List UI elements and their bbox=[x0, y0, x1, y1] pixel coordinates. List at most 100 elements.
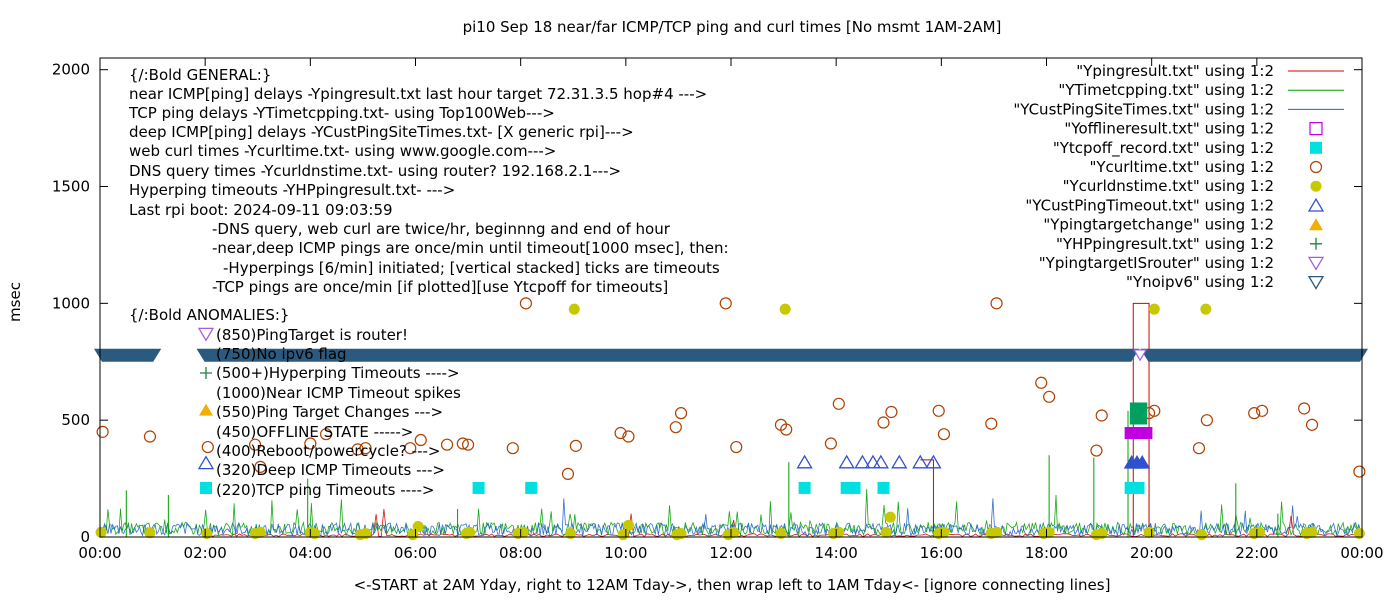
chart-title: pi10 Sep 18 near/far ICMP/TCP ping and c… bbox=[463, 18, 1002, 36]
custping-timeout-point bbox=[838, 454, 855, 469]
curltime-point bbox=[1148, 404, 1161, 417]
curltime-point bbox=[1248, 407, 1261, 420]
dnstime-point bbox=[622, 519, 634, 531]
curltime-point bbox=[561, 467, 575, 481]
y-tick-label: 1500 bbox=[52, 178, 90, 196]
dnstime-point bbox=[728, 526, 740, 538]
anomaly-key-markers bbox=[197, 327, 215, 494]
x-tick-label: 14:00 bbox=[815, 544, 858, 562]
annotation-hyperping: Hyperping timeouts -YHPpingresult.txt- -… bbox=[129, 181, 455, 199]
dnstime-point bbox=[464, 526, 476, 538]
dnstime-point bbox=[617, 529, 629, 541]
tcpoff-point bbox=[848, 481, 861, 494]
anomaly-key-target-change-icon bbox=[199, 403, 213, 416]
x-tick-label: 10:00 bbox=[604, 544, 647, 562]
curltime-point bbox=[622, 430, 635, 443]
annotation-note-tcp: -TCP pings are once/min [if plotted][use… bbox=[212, 278, 668, 296]
noipv6-band bbox=[1140, 348, 1368, 362]
curltime-point bbox=[304, 437, 317, 450]
legend-swatch bbox=[1310, 237, 1322, 250]
x-tick-label: 18:00 bbox=[1025, 544, 1068, 562]
noipv6-band bbox=[94, 348, 162, 362]
noipv6-band bbox=[196, 348, 1140, 362]
annotation-note-icmp: -near,deep ICMP pings are once/min until… bbox=[212, 239, 729, 257]
dnstime-point bbox=[1043, 526, 1055, 538]
dnstime-point bbox=[412, 520, 424, 532]
curltime-point bbox=[719, 297, 732, 310]
curltime-point bbox=[730, 440, 743, 454]
curltime-point bbox=[780, 423, 793, 436]
x-tick-label: 02:00 bbox=[184, 544, 227, 562]
annotation-dns-query: DNS query times -Ycurldnstime.txt- using… bbox=[129, 162, 621, 180]
anomaly-key-hyperping-icon bbox=[200, 367, 212, 379]
curltime-point bbox=[569, 439, 582, 452]
hpping-point bbox=[1135, 402, 1148, 425]
legend-swatch bbox=[1307, 256, 1325, 271]
curltime-point bbox=[1095, 409, 1108, 422]
curltime-point bbox=[143, 430, 157, 443]
annotation-last-boot: Last rpi boot: 2024-09-11 09:03:59 bbox=[129, 201, 393, 219]
y-tick-label: 1000 bbox=[52, 294, 90, 312]
dnstime-point bbox=[833, 526, 845, 538]
dnstime-point bbox=[884, 511, 896, 523]
x-tick-label: 00:00 bbox=[78, 544, 121, 562]
curltime-point bbox=[440, 438, 454, 451]
curltime-point bbox=[885, 405, 898, 419]
annotation-pingtarget-router: (850)PingTarget is router! bbox=[216, 326, 408, 344]
axis-ticks: 0 500 1000 1500 2000 00:00 02:00 04:00 06:00 08:0… bbox=[52, 58, 1384, 562]
custping-timeout-point bbox=[925, 454, 942, 469]
legend-swatch bbox=[1310, 180, 1322, 192]
dnstime-point bbox=[144, 527, 156, 539]
legend-label: "YCustPingTimeout.txt" using 1:2 bbox=[1025, 196, 1274, 214]
dnstime-point bbox=[1148, 303, 1160, 315]
near-icmp-step bbox=[920, 459, 934, 537]
curltime-point bbox=[414, 433, 427, 447]
dnstime-point bbox=[675, 527, 687, 539]
annotation-tcp-ping: TCP ping delays -YTimetcpping.txt- using… bbox=[128, 104, 555, 122]
legend-label: "Ycurldnstime.txt" using 1:2 bbox=[1063, 177, 1274, 195]
curltime-point bbox=[96, 425, 109, 438]
dnstime-point bbox=[517, 526, 529, 538]
dnstime-point bbox=[1306, 526, 1318, 538]
dnstime-point bbox=[309, 527, 321, 539]
curltime-point bbox=[985, 417, 998, 430]
curltime-point bbox=[990, 297, 1003, 310]
legend-label: "YCustPingSiteTimes.txt" using 1:2 bbox=[1013, 100, 1274, 118]
legend-swatch bbox=[1310, 141, 1322, 154]
y-tick-label: 0 bbox=[80, 528, 90, 546]
curltime-point bbox=[1035, 376, 1048, 389]
curltime-point bbox=[1090, 444, 1103, 457]
curltime-point bbox=[674, 407, 688, 420]
pingtarget-router-marker bbox=[1133, 349, 1148, 362]
tcpoff-point bbox=[525, 481, 538, 494]
legend-swatch bbox=[1307, 275, 1325, 290]
legend-swatch bbox=[1307, 197, 1325, 212]
curltime-point bbox=[320, 428, 333, 441]
anomaly-key-tcp-timeout-icon bbox=[200, 482, 212, 494]
x-tick-label: 08:00 bbox=[499, 544, 542, 562]
curltime-point bbox=[404, 442, 417, 455]
curltime-point bbox=[456, 437, 469, 450]
annotation-note-hyperping: -Hyperpings [6/min] initiated; [vertical… bbox=[223, 259, 720, 277]
annotation-reboot: (400)Reboot/powercycle? ---> bbox=[216, 442, 440, 460]
curltime-point bbox=[1305, 418, 1319, 431]
tcpoff-point bbox=[472, 481, 485, 494]
curltime-point bbox=[506, 442, 519, 455]
anomaly-key-deep-timeout-icon bbox=[197, 455, 215, 470]
dnstime-point bbox=[568, 303, 580, 315]
legend-swatch bbox=[1309, 218, 1323, 231]
dnstime-point bbox=[779, 303, 791, 315]
curltime-point bbox=[359, 442, 372, 455]
x-tick-label: 04:00 bbox=[289, 544, 332, 562]
dnstime-point bbox=[95, 526, 107, 538]
dnstime-point bbox=[254, 526, 266, 538]
annotation-deep-icmp: deep ICMP[ping] delays -YCustPingSiteTim… bbox=[129, 123, 634, 141]
dnstime-point bbox=[201, 527, 213, 539]
curltime-point bbox=[669, 421, 682, 434]
y-axis-label: msec bbox=[6, 282, 24, 322]
dnstime-point bbox=[565, 527, 577, 539]
curltime-point bbox=[877, 416, 890, 429]
dnstime-point bbox=[1196, 529, 1208, 541]
curltime-point bbox=[519, 297, 533, 310]
